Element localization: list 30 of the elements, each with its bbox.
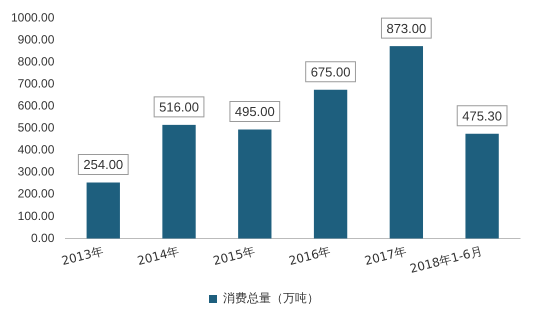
bar <box>390 46 424 238</box>
bar <box>314 90 348 238</box>
x-tick-label: 2013年 <box>60 244 105 268</box>
x-tick-label: 2017年 <box>363 244 408 268</box>
y-tick-label: 500.00 <box>18 120 55 135</box>
y-tick-label: 0.00 <box>31 230 55 245</box>
data-label: 873.00 <box>386 20 426 36</box>
bar <box>465 134 499 238</box>
x-tick-label: 2018年1-6月 <box>408 244 484 276</box>
data-label: 516.00 <box>159 99 199 114</box>
data-label: 254.00 <box>83 157 124 172</box>
y-tick-label: 100.00 <box>18 208 55 223</box>
data-label: 475.30 <box>462 108 502 124</box>
y-tick-label: 1000.00 <box>10 10 55 25</box>
legend-label: 消费总量（万吨） <box>223 291 319 306</box>
data-label: 675.00 <box>310 64 350 80</box>
y-tick-label: 700.00 <box>18 76 55 91</box>
y-tick-label: 400.00 <box>18 142 55 157</box>
y-tick-label: 900.00 <box>18 32 55 47</box>
y-tick-label: 800.00 <box>18 54 55 69</box>
bar <box>238 129 272 238</box>
y-tick-label: 300.00 <box>18 164 55 179</box>
x-tick-label: 2016年 <box>287 244 332 268</box>
bar <box>162 124 196 238</box>
x-tick-label: 2014年 <box>136 244 181 268</box>
data-label: 495.00 <box>234 104 275 120</box>
y-tick-label: 200.00 <box>18 186 55 201</box>
bar <box>86 182 120 238</box>
x-tick-label: 2015年 <box>212 244 256 268</box>
y-tick-label: 600.00 <box>18 98 55 113</box>
